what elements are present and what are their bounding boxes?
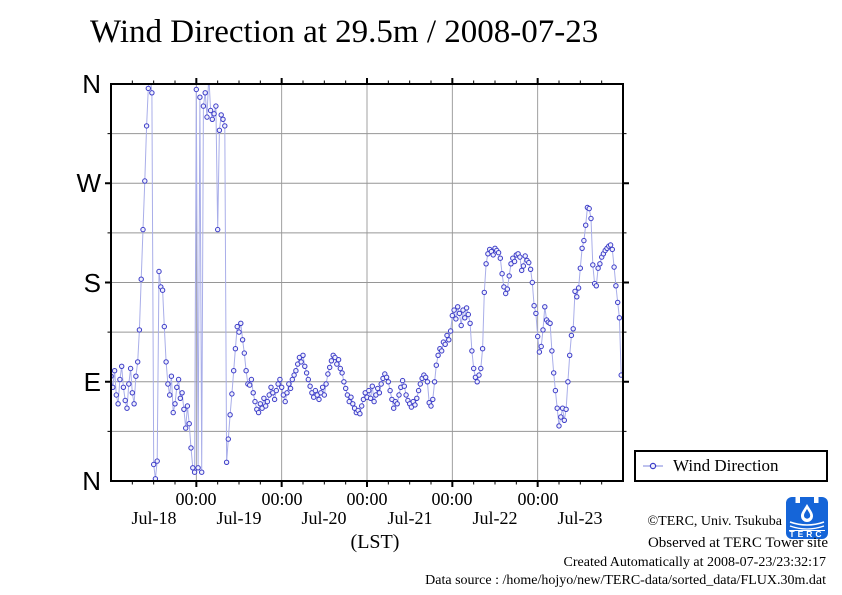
x-axis-midnight-label: 00:00 — [175, 489, 217, 509]
x-axis-day-label-Jul-20: Jul-20 — [301, 508, 347, 528]
x-axis-day-label-Jul-19: Jul-19 — [216, 508, 262, 528]
y-axis-label-90: E — [83, 367, 101, 397]
x-axis-midnight-label: 00:00 — [346, 489, 388, 509]
y-axis-label-360: N — [82, 69, 101, 99]
wind-direction-series — [111, 84, 623, 481]
created-text: Created Automatically at 2008-07-23/23:3… — [563, 555, 826, 570]
observed-text: Observed at TERC Tower site — [647, 535, 828, 551]
terc-logo-icon: TERC — [786, 497, 828, 539]
x-axis-day-label-Jul-18: Jul-18 — [131, 508, 177, 528]
x-axis-midnight-label: 00:00 — [431, 489, 473, 509]
y-axis-label-180: S — [83, 268, 101, 298]
legend-box: Wind Direction — [634, 450, 828, 482]
x-axis-day-label-Jul-21: Jul-21 — [387, 508, 433, 528]
y-axis-label-0: N — [82, 466, 101, 496]
copyright-text: ©TERC, Univ. Tsukuba — [647, 514, 783, 529]
x-axis-midnight-label: 00:00 — [261, 489, 303, 509]
legend-marker-icon — [643, 462, 663, 470]
datasource-text: Data source : /home/hojyo/new/TERC-data/… — [425, 573, 826, 588]
y-axis-label-270: W — [76, 168, 101, 198]
terc-logo-text: TERC — [789, 529, 824, 539]
x-axis-day-label-Jul-22: Jul-22 — [472, 508, 518, 528]
x-axis-midnight-label: 00:00 — [517, 489, 559, 509]
page-title: Wind Direction at 29.5m / 2008-07-23 — [90, 14, 599, 50]
x-axis-day-label-Jul-23: Jul-23 — [557, 508, 603, 528]
x-axis-caption: (LST) — [350, 531, 400, 553]
legend-label: Wind Direction — [673, 456, 779, 475]
